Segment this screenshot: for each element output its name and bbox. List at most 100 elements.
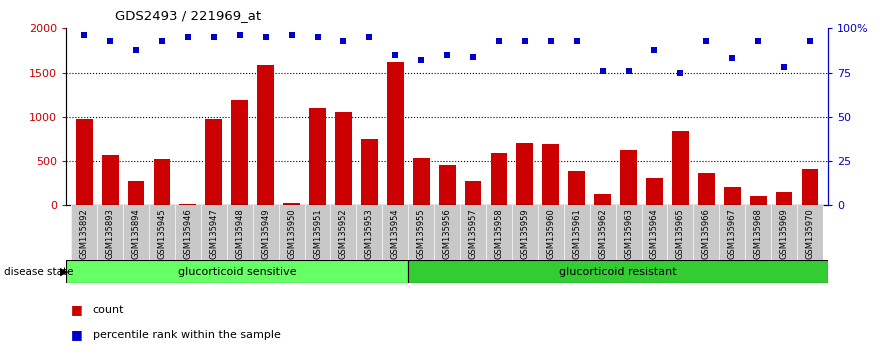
- Bar: [486, 205, 512, 260]
- Point: [648, 47, 662, 52]
- Bar: [123, 205, 149, 260]
- Bar: [568, 171, 585, 205]
- Text: GSM135952: GSM135952: [339, 208, 348, 259]
- Bar: [775, 192, 793, 205]
- Point: [181, 34, 195, 40]
- Text: GSM135954: GSM135954: [391, 208, 400, 259]
- Point: [414, 57, 428, 63]
- Text: GSM135961: GSM135961: [573, 208, 581, 259]
- Bar: [257, 65, 274, 205]
- Bar: [149, 205, 175, 260]
- Text: GSM135955: GSM135955: [417, 208, 426, 259]
- Bar: [594, 194, 611, 205]
- Point: [129, 47, 143, 52]
- Bar: [408, 260, 828, 283]
- Point: [518, 38, 532, 44]
- Bar: [201, 205, 226, 260]
- Bar: [413, 158, 430, 205]
- Text: percentile rank within the sample: percentile rank within the sample: [93, 330, 280, 339]
- Text: GSM135964: GSM135964: [650, 208, 659, 259]
- Bar: [278, 205, 305, 260]
- Bar: [253, 205, 278, 260]
- Text: GSM135946: GSM135946: [183, 208, 192, 259]
- Point: [310, 34, 324, 40]
- Text: GSM135894: GSM135894: [131, 208, 141, 259]
- Bar: [232, 100, 248, 205]
- Bar: [698, 172, 714, 205]
- Bar: [387, 62, 403, 205]
- Point: [285, 33, 299, 38]
- Point: [362, 34, 376, 40]
- Bar: [357, 205, 382, 260]
- Text: disease state: disease state: [4, 267, 74, 277]
- Bar: [382, 205, 408, 260]
- Point: [233, 33, 247, 38]
- Bar: [719, 205, 745, 260]
- Bar: [771, 205, 797, 260]
- Text: GSM135963: GSM135963: [624, 208, 633, 259]
- Bar: [361, 139, 378, 205]
- Text: GSM135956: GSM135956: [442, 208, 452, 259]
- Bar: [226, 205, 253, 260]
- Text: glucorticoid resistant: glucorticoid resistant: [559, 267, 677, 277]
- Text: GSM135951: GSM135951: [313, 208, 322, 259]
- Point: [544, 38, 558, 44]
- Bar: [175, 205, 201, 260]
- Point: [777, 64, 791, 70]
- Bar: [693, 205, 719, 260]
- Bar: [516, 143, 533, 205]
- Bar: [305, 205, 330, 260]
- Bar: [491, 153, 507, 205]
- Point: [725, 56, 739, 61]
- Point: [621, 68, 635, 74]
- Bar: [153, 159, 170, 205]
- Text: ■: ■: [70, 303, 82, 316]
- Text: GSM135966: GSM135966: [702, 208, 711, 259]
- Bar: [71, 205, 97, 260]
- Bar: [101, 155, 119, 205]
- Bar: [335, 112, 352, 205]
- Bar: [797, 205, 823, 260]
- Text: GSM135970: GSM135970: [805, 208, 815, 259]
- Bar: [672, 131, 689, 205]
- Bar: [97, 205, 123, 260]
- Bar: [330, 205, 357, 260]
- Point: [466, 54, 480, 59]
- Bar: [205, 119, 222, 205]
- Text: GSM135965: GSM135965: [676, 208, 685, 259]
- Text: GSM135957: GSM135957: [469, 208, 478, 259]
- Bar: [564, 205, 589, 260]
- Bar: [543, 144, 559, 205]
- Point: [207, 34, 221, 40]
- Text: GSM135959: GSM135959: [521, 208, 529, 259]
- Text: GSM135953: GSM135953: [365, 208, 374, 259]
- Point: [389, 52, 403, 58]
- Bar: [589, 205, 616, 260]
- Text: GSM135949: GSM135949: [261, 208, 270, 259]
- Bar: [128, 181, 144, 205]
- Bar: [620, 149, 637, 205]
- Point: [155, 38, 169, 44]
- Bar: [309, 108, 326, 205]
- Text: GSM135969: GSM135969: [780, 208, 788, 259]
- Bar: [439, 165, 455, 205]
- Point: [803, 38, 817, 44]
- Point: [78, 33, 92, 38]
- Text: ■: ■: [70, 328, 82, 341]
- Text: GSM135968: GSM135968: [753, 208, 763, 259]
- Point: [337, 38, 351, 44]
- Text: GDS2493 / 221969_at: GDS2493 / 221969_at: [115, 9, 261, 22]
- Text: ▶: ▶: [60, 267, 69, 277]
- Point: [440, 52, 454, 58]
- Text: GSM135893: GSM135893: [106, 208, 115, 259]
- Text: GSM135960: GSM135960: [546, 208, 555, 259]
- Bar: [724, 187, 741, 205]
- Bar: [668, 205, 693, 260]
- Point: [103, 38, 117, 44]
- Bar: [464, 181, 481, 205]
- Bar: [408, 205, 434, 260]
- Point: [492, 38, 506, 44]
- Bar: [283, 202, 300, 205]
- Text: GSM135948: GSM135948: [235, 208, 244, 259]
- Text: GSM135947: GSM135947: [210, 208, 218, 259]
